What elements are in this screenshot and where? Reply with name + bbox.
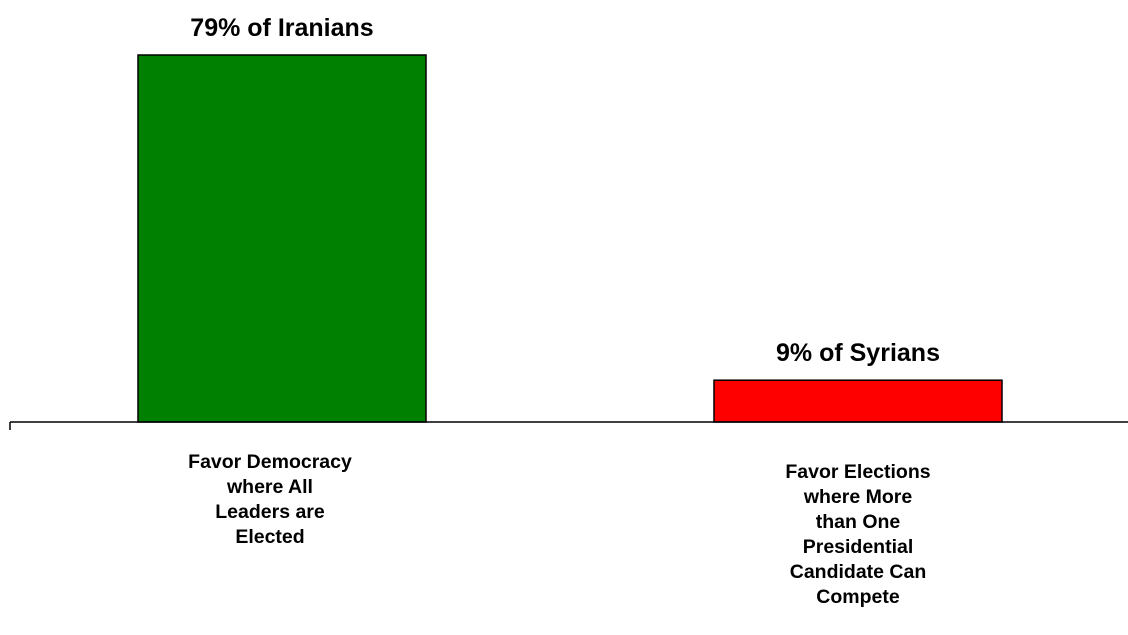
data-labels-layer: 79% of Iranians 9% of Syrians [190, 14, 940, 367]
category-label-line: where More [803, 486, 913, 508]
category-label-2: Favor Elections where More than One Preside… [708, 460, 1008, 610]
bar-2 [713, 379, 1003, 423]
category-label-line: Favor Democracy [188, 451, 352, 473]
bar-1 [137, 54, 427, 423]
category-label-line: where All [227, 476, 313, 498]
category-label-line: Elected [235, 526, 305, 548]
category-label-1: Favor Democracy where All Leaders are Elect… [120, 450, 420, 550]
bars-layer [137, 54, 1003, 423]
category-label-line: Leaders are [215, 501, 325, 523]
category-label-line: Presidential [802, 536, 914, 558]
category-label-line: than One [815, 511, 901, 533]
category-label-line: Compete [816, 586, 900, 608]
category-label-line: Candidate Can [789, 561, 927, 583]
data-label-1: 79% of Iranians [190, 14, 373, 42]
category-label-line: Favor Elections [785, 461, 931, 483]
data-label-2: 9% of Syrians [776, 339, 940, 367]
